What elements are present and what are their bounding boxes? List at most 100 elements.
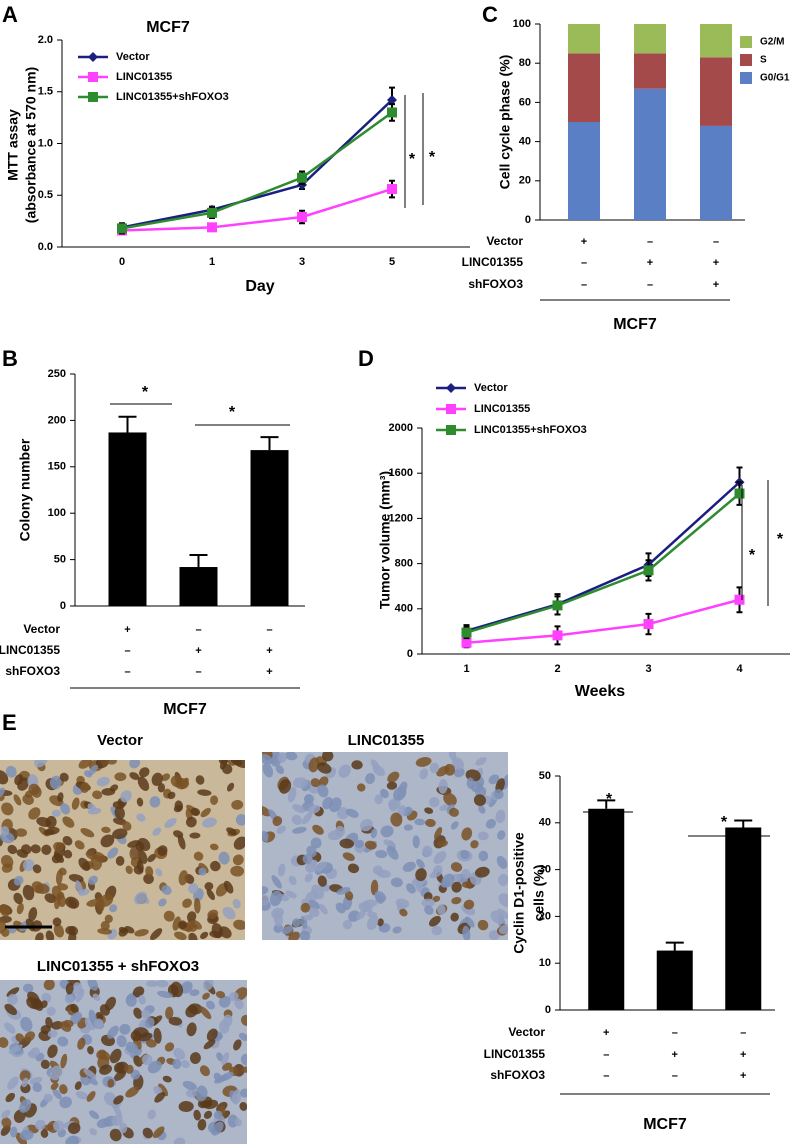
nucleus [315, 861, 327, 872]
x-tick-label: 3 [645, 663, 651, 675]
group-label: MCF7 [613, 316, 657, 333]
nucleus [71, 797, 80, 810]
nucleus [99, 1004, 110, 1016]
nucleus [158, 898, 167, 907]
nucleus [152, 827, 162, 836]
nucleus [162, 1075, 172, 1083]
nucleus [473, 794, 486, 806]
nucleus [65, 982, 74, 995]
nucleus [29, 1076, 43, 1085]
nucleus [288, 931, 300, 940]
nucleus [35, 1119, 46, 1131]
x-tick-label: 1 [209, 256, 215, 268]
nucleus [342, 852, 355, 861]
nucleus [449, 807, 459, 817]
y-tick-label: 0 [407, 648, 413, 660]
nucleus [223, 1014, 233, 1027]
nucleus [62, 816, 75, 828]
nucleus [86, 1090, 96, 1102]
nucleus [68, 874, 84, 883]
nucleus [231, 799, 244, 810]
nucleus [107, 1079, 115, 1088]
nucleus [53, 1120, 65, 1132]
nucleus [199, 1065, 210, 1077]
nucleus [335, 825, 346, 837]
condition-mark: + [713, 279, 719, 291]
condition-mark: – [195, 666, 201, 678]
nucleus [390, 877, 403, 888]
condition-label: LINC01355 [0, 643, 60, 657]
nucleus [234, 1118, 242, 1127]
y-axis-label: Cyclin D1-positive [511, 832, 527, 954]
nucleus [495, 809, 506, 824]
nucleus [56, 883, 69, 891]
nucleus [125, 1064, 134, 1074]
nucleus [365, 773, 376, 785]
nucleus [450, 821, 459, 830]
nucleus [167, 791, 176, 800]
nucleus [292, 777, 309, 789]
nucleus [96, 1118, 111, 1128]
nucleus [118, 926, 127, 934]
nucleus [308, 900, 320, 910]
nucleus [364, 840, 377, 850]
nucleus [47, 1030, 58, 1038]
nucleus [412, 835, 420, 849]
micrograph [262, 752, 508, 940]
nucleus [138, 994, 146, 1005]
nucleus [195, 1085, 208, 1102]
nucleus [7, 844, 18, 855]
nucleus [200, 807, 211, 818]
nucleus [59, 1084, 68, 1095]
nucleus [177, 834, 186, 850]
bar-segment [568, 24, 600, 54]
nucleus [34, 760, 48, 768]
nucleus [144, 1017, 155, 1029]
nucleus [75, 1091, 89, 1100]
nucleus [44, 893, 57, 904]
group-label: MCF7 [643, 1116, 687, 1133]
nucleus [137, 776, 150, 791]
nucleus [431, 925, 443, 936]
nucleus [419, 768, 429, 780]
nucleus [335, 902, 346, 914]
nucleus [1, 802, 14, 816]
nucleus [416, 858, 425, 869]
error-bar [118, 415, 137, 433]
nucleus [59, 772, 69, 782]
nucleus [322, 797, 334, 810]
nucleus [386, 846, 399, 860]
condition-mark: – [647, 279, 653, 291]
nucleus [478, 850, 489, 862]
nucleus [318, 776, 329, 787]
nucleus [156, 980, 169, 988]
data-point [643, 565, 654, 576]
nucleus [41, 992, 52, 1003]
condition-mark: + [266, 645, 272, 657]
nucleus [51, 809, 61, 817]
nucleus [88, 875, 98, 885]
nucleus [133, 1007, 143, 1019]
nucleus [24, 1031, 36, 1042]
nucleus [147, 1109, 156, 1120]
nucleus [450, 862, 463, 872]
nucleus [122, 821, 132, 831]
data-point [207, 207, 217, 218]
nucleus [6, 987, 20, 997]
nucleus [157, 990, 173, 999]
nucleus [366, 914, 379, 931]
nucleus [80, 828, 95, 838]
condition-mark: + [672, 1049, 678, 1061]
nucleus [241, 1066, 247, 1073]
nucleus [174, 931, 187, 940]
nucleus [465, 916, 475, 928]
nucleus [498, 893, 508, 907]
nucleus [111, 1114, 123, 1126]
nucleus [423, 892, 433, 901]
y-tick-label: 40 [539, 817, 551, 829]
nucleus [114, 806, 125, 820]
nucleus [354, 839, 365, 848]
nucleus [178, 1101, 194, 1113]
significance-star: * [409, 151, 416, 168]
y-tick-label: 40 [519, 136, 531, 148]
